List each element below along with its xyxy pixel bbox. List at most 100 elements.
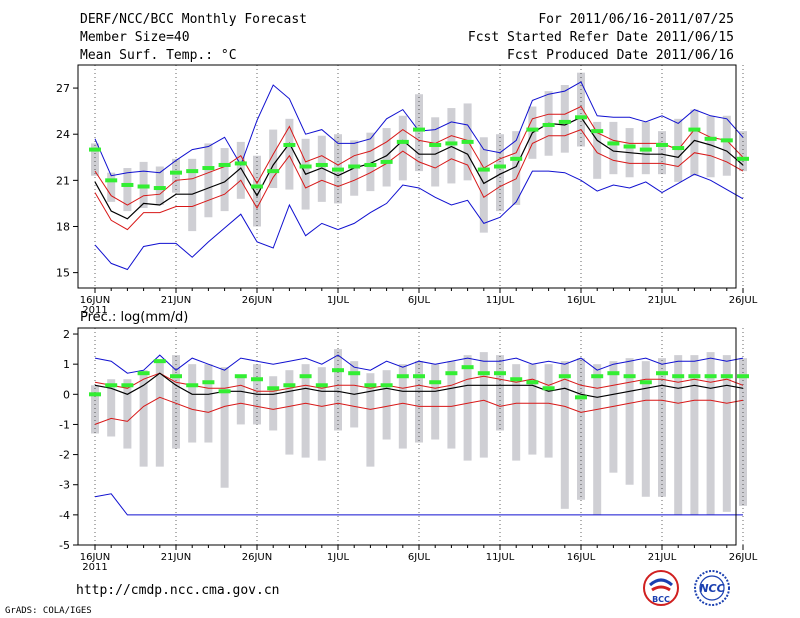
observed-mark — [510, 377, 523, 382]
box-bar — [382, 370, 391, 440]
x-tick-label: 6JUL — [408, 552, 431, 563]
median-line — [94, 116, 744, 220]
box-bar — [431, 364, 440, 440]
observed-mark — [170, 374, 182, 379]
observed-mark — [445, 371, 458, 376]
ncc-logo: NCC — [694, 570, 730, 606]
observed-mark — [720, 138, 733, 143]
box-bar — [512, 364, 521, 461]
y-tick-label: -3 — [59, 479, 70, 492]
x-tick-label: 21JUN — [161, 552, 191, 563]
x-tick-label: 21JUN — [161, 295, 191, 306]
observed-mark — [380, 383, 393, 388]
observed-mark — [494, 164, 506, 169]
box-bar — [398, 364, 407, 449]
box-bar — [334, 349, 342, 431]
observed-mark — [429, 142, 442, 147]
y-tick-label: 24 — [56, 128, 70, 141]
box-bar — [658, 131, 666, 175]
box-bar — [528, 364, 537, 455]
observed-mark — [704, 374, 717, 379]
y-tick-label: 2 — [63, 328, 70, 341]
box-bar — [560, 84, 569, 153]
x-tick-label: 1JUL — [327, 295, 350, 306]
box-bar — [398, 115, 407, 181]
box-bar — [544, 364, 553, 458]
observed-mark — [526, 127, 539, 132]
observed-mark — [558, 374, 571, 379]
observed-mark — [299, 164, 312, 169]
box-bar — [609, 121, 618, 175]
x-tick-label: 16JUL — [567, 552, 596, 563]
observed-mark — [332, 167, 344, 172]
box-bar — [447, 361, 456, 449]
y-tick-label: 1 — [63, 358, 70, 371]
observed-mark — [315, 162, 328, 167]
x-tick-label: 21JUL — [648, 552, 677, 563]
observed-mark — [704, 136, 717, 141]
box-bar — [739, 131, 747, 172]
observed-mark — [542, 386, 555, 391]
temperature-panel: 15 18 21 24 27 16JUN 21JUN 26JUN 1JUL 6JUL 11JUL 16… — [56, 64, 758, 316]
observed-mark — [461, 139, 474, 144]
observed-mark — [105, 383, 118, 388]
box-bar — [366, 373, 375, 467]
forecast-produced-date: Fcst Produced Date 2011/06/16 — [507, 48, 734, 63]
observed-mark — [461, 365, 474, 370]
observed-mark — [170, 170, 182, 175]
observed-mark — [737, 374, 749, 379]
observed-mark — [558, 119, 571, 124]
x-tick-label: 11JUL — [486, 552, 515, 563]
observed-mark — [542, 122, 555, 127]
observed-mark — [121, 182, 134, 187]
observed-mark — [591, 374, 604, 379]
box-bar — [236, 141, 245, 199]
source-url[interactable]: http://cmdp.ncc.cma.gov.cn — [76, 583, 280, 598]
box-bar — [269, 129, 278, 189]
y-tick-label: 15 — [56, 267, 70, 280]
quartile-high-line — [94, 105, 744, 206]
forecast-period: For 2011/06/16-2011/07/25 — [538, 12, 734, 27]
box-bar — [317, 367, 326, 461]
observed-mark — [251, 184, 263, 189]
box-bar — [172, 158, 180, 193]
observed-mark — [105, 178, 118, 183]
box-bar — [690, 355, 699, 515]
observed-mark — [720, 374, 733, 379]
observed-mark — [364, 383, 377, 388]
observed-mark — [89, 147, 101, 152]
box-bar — [512, 131, 521, 205]
whisker-low-line — [94, 493, 743, 516]
box-bar — [366, 132, 375, 192]
observed-mark — [575, 115, 587, 120]
observed-mark — [186, 169, 199, 174]
observed-mark — [348, 164, 361, 169]
box-bar — [641, 361, 650, 497]
observed-mark — [218, 389, 231, 394]
x-tick-label: 16JUL — [567, 295, 596, 306]
box-bar — [690, 109, 699, 176]
box-bar — [674, 355, 683, 515]
y-tick-label: -5 — [59, 539, 70, 552]
observed-mark — [283, 142, 296, 147]
x-year-label: 2011 — [82, 305, 107, 316]
chart-title: DERF/NCC/BCC Monthly Forecast — [80, 12, 307, 27]
box-bar — [155, 166, 164, 205]
observed-mark — [380, 159, 393, 164]
observed-mark — [639, 380, 652, 385]
box-bar — [382, 128, 391, 187]
observed-mark — [639, 147, 652, 152]
observed-mark — [672, 146, 685, 151]
variable-label: Mean Surf. Temp.: °C — [80, 48, 237, 63]
whisker-low-line — [94, 170, 744, 271]
y-tick-label: -1 — [59, 418, 70, 431]
box-bar — [317, 135, 326, 202]
box-bar — [204, 143, 213, 218]
precipitation-title: Prec.: log(mm/d) — [80, 310, 188, 325]
observed-mark — [526, 380, 539, 385]
box-bar — [285, 370, 294, 455]
observed-mark — [607, 141, 620, 146]
logos: BCC NCC — [643, 570, 730, 606]
box-bar — [722, 115, 731, 176]
